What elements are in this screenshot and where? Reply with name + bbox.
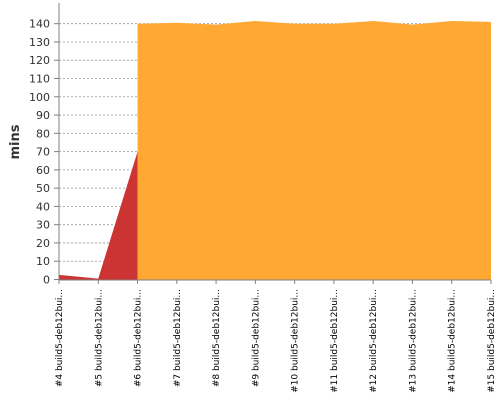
x-tick-label: #15 build5-deb12bui... xyxy=(487,289,497,393)
y-tick-label: 40 xyxy=(36,200,50,213)
y-tick-label: 30 xyxy=(36,219,50,232)
x-tick-label: #6 build5-deb12bui... xyxy=(134,289,144,387)
y-tick-label: 90 xyxy=(36,109,50,122)
y-tick-label: 0 xyxy=(43,274,50,287)
x-tick-label: #10 build5-deb12bui... xyxy=(291,289,301,393)
x-tick-labels: #4 build5-deb12bui... #5 build5-deb12bui.… xyxy=(55,280,497,393)
area-series-2 xyxy=(137,20,491,280)
y-tick-label: 120 xyxy=(29,54,50,67)
y-tick-label: 20 xyxy=(36,237,50,250)
area-series-1 xyxy=(59,151,138,280)
x-tick-label: #13 build5-deb12bui... xyxy=(408,289,418,393)
x-tick-label: #9 build5-deb12bui... xyxy=(251,289,261,387)
y-tick-label: 110 xyxy=(29,73,50,86)
x-tick-label: #7 build5-deb12bui... xyxy=(173,289,183,387)
y-tick-label: 140 xyxy=(29,18,50,31)
x-tick-label: #12 build5-deb12bui... xyxy=(369,289,379,393)
x-tick-label: #11 build5-deb12bui... xyxy=(330,289,340,393)
x-tick-label: #4 build5-deb12bui... xyxy=(55,289,65,387)
y-tick-labels: 0 10 20 30 40 50 60 70 80 90 100 110 120 130 140 xyxy=(29,18,59,287)
y-tick-label: 70 xyxy=(36,146,50,159)
x-tick-label: #5 build5-deb12bui... xyxy=(94,289,104,387)
y-tick-label: 50 xyxy=(36,182,50,195)
axes xyxy=(58,3,491,281)
x-tick-label: #8 build5-deb12bui... xyxy=(212,289,222,387)
y-tick-label: 80 xyxy=(36,127,50,140)
y-axis-title: mins xyxy=(8,124,23,159)
y-tick-label: 10 xyxy=(36,255,50,268)
y-tick-label: 130 xyxy=(29,36,50,49)
y-tick-label: 60 xyxy=(36,164,50,177)
chart-areas xyxy=(58,20,492,280)
y-tick-label: 100 xyxy=(29,91,50,104)
x-tick-label: #14 build5-deb12bui... xyxy=(448,289,458,393)
